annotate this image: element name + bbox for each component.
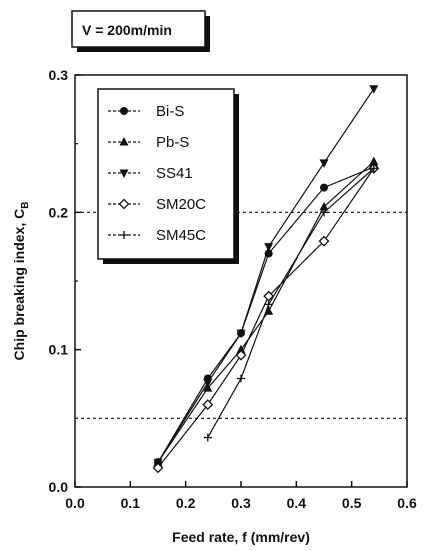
data-point-bi-s-4: [320, 183, 328, 192]
y-tick-label-3: 0.3: [49, 67, 69, 83]
legend-item-pb-s: Pb-S: [108, 134, 189, 151]
legend-marker-bi-s: [120, 107, 128, 115]
legend-item-bi-s: Bi-S: [108, 103, 184, 120]
x-tick-label-2: 0.2: [176, 495, 196, 511]
data-point-sm20c-1: [202, 399, 214, 411]
data-point-ss41-5: [369, 85, 379, 94]
legend-item-ss41: SS41: [108, 165, 193, 182]
series-layer: [152, 85, 380, 474]
legend-item-sm45c: SM45C: [108, 227, 206, 244]
x-axis-title: Feed rate, f (mm/rev): [172, 529, 310, 545]
data-point-sm45c-0: [203, 433, 212, 442]
series-line-ss41: [157, 88, 375, 463]
legend-marker-ss41: [119, 169, 129, 178]
legend-label-ss41: SS41: [156, 165, 193, 182]
legend-marker-sm20c: [118, 198, 130, 210]
legend-label-bi-s: Bi-S: [156, 103, 184, 120]
data-point-sm45c-3: [320, 208, 328, 217]
series-line-pb-s: [157, 161, 375, 463]
data-point-pb-s-4: [319, 201, 329, 211]
data-point-ss41-3: [264, 243, 274, 252]
legend-frame: [97, 88, 235, 260]
data-point-sm45c-2: [264, 300, 273, 309]
series-ss41: [153, 85, 379, 468]
y-axis-title: Chip breaking index, CB: [11, 202, 31, 361]
x-tick-label-6: 0.6: [397, 495, 417, 511]
legend-item-sm20c: SM20C: [108, 196, 206, 213]
data-point-ss41-4: [319, 159, 329, 168]
legend-label-sm20c: SM20C: [156, 196, 206, 213]
annotation-text: V = 200m/min: [82, 22, 172, 38]
y-axis-title-subscript: B: [20, 202, 31, 209]
series-sm20c: [152, 162, 380, 474]
data-point-sm20c-0: [152, 462, 164, 474]
legend: Bi-S Pb-S SS41 SM20C SM45C: [97, 88, 239, 264]
legend-marker-pb-s: [119, 137, 129, 146]
annotation-frame: [71, 10, 206, 48]
x-tick-label-3: 0.3: [231, 495, 251, 511]
y-tick-label-2: 0.2: [49, 204, 69, 220]
series-sm45c: [203, 164, 378, 442]
data-point-sm20c-2: [235, 349, 247, 361]
annotation-box: V = 200m/min: [71, 10, 210, 52]
series-line-sm20c: [157, 168, 375, 469]
y-axis-ticks: 0.0 0.1 0.2 0.3: [49, 67, 81, 495]
x-tick-label-0: 0.0: [65, 495, 85, 511]
data-point-sm45c-4: [369, 164, 378, 173]
x-axis-ticks: 0.0 0.1 0.2 0.3 0.4 0.5 0.6: [65, 481, 417, 511]
y-tick-label-1: 0.1: [49, 342, 69, 358]
y-axis-title-main: Chip breaking index, C: [11, 209, 27, 361]
series-line-bi-s: [157, 166, 375, 463]
x-tick-label-5: 0.5: [342, 495, 362, 511]
legend-label-pb-s: Pb-S: [156, 134, 189, 151]
data-point-pb-s-5: [369, 156, 379, 166]
y-tick-label-0: 0.0: [49, 479, 69, 495]
x-tick-label-1: 0.1: [121, 495, 141, 511]
data-point-pb-s-3: [264, 306, 274, 315]
x-tick-label-4: 0.4: [287, 495, 307, 511]
data-point-ss41-2: [236, 329, 246, 339]
legend-label-sm45c: SM45C: [156, 227, 206, 244]
data-point-sm20c-4: [318, 235, 330, 247]
legend-items: Bi-S Pb-S SS41 SM20C SM45C: [108, 103, 206, 244]
legend-marker-sm45c: [120, 231, 128, 239]
data-point-sm45c-1: [237, 374, 245, 383]
data-point-ss41-1: [203, 379, 213, 388]
